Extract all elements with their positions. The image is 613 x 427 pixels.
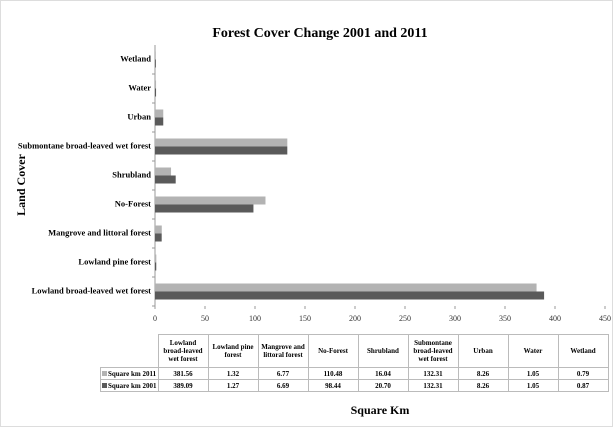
bar bbox=[155, 196, 266, 205]
legend-label: Square km 2001 bbox=[108, 381, 157, 390]
x-tick-label: 100 bbox=[249, 314, 261, 323]
x-tick-label: 300 bbox=[449, 314, 461, 323]
bar bbox=[155, 254, 157, 263]
x-tick-label: 400 bbox=[549, 314, 561, 323]
bar bbox=[155, 233, 162, 242]
bar bbox=[155, 262, 157, 271]
x-tick-label: 200 bbox=[349, 314, 361, 323]
bar bbox=[155, 109, 164, 118]
bar bbox=[155, 117, 164, 126]
bar bbox=[155, 51, 156, 60]
table-key: Square km 2001 bbox=[100, 379, 159, 392]
table-header-cell: Water bbox=[507, 334, 559, 368]
table-header-cell: Submontane broad-leaved wet forest bbox=[407, 334, 459, 368]
x-tick-label: 250 bbox=[399, 314, 411, 323]
legend-label: Square km 2011 bbox=[108, 369, 157, 378]
table-key: Square km 2011 bbox=[100, 367, 159, 380]
legend-swatch bbox=[102, 370, 107, 376]
y-tick-label: Water bbox=[128, 82, 151, 92]
bar bbox=[155, 283, 537, 292]
table-cell: 8.26 bbox=[457, 367, 509, 380]
table-cell: 0.79 bbox=[557, 367, 609, 380]
table-cell: 1.27 bbox=[207, 379, 259, 392]
table-cell: 6.69 bbox=[257, 379, 309, 392]
bar bbox=[155, 88, 157, 97]
table-cell: 8.26 bbox=[457, 379, 509, 392]
x-tick-label: 450 bbox=[599, 314, 611, 323]
bar bbox=[155, 80, 157, 89]
x-tick-label: 150 bbox=[299, 314, 311, 323]
table-cell: 110.48 bbox=[307, 367, 359, 380]
chart-title: Forest Cover Change 2001 and 2011 bbox=[212, 26, 427, 41]
y-tick-label: Lowland pine forest bbox=[78, 256, 151, 266]
legend-swatch bbox=[102, 382, 107, 388]
bar bbox=[155, 175, 176, 184]
y-tick-label: No-Forest bbox=[115, 198, 151, 208]
table-header-cell: Urban bbox=[457, 334, 509, 368]
table-corner bbox=[101, 335, 159, 368]
table-cell: 98.44 bbox=[307, 379, 359, 392]
table-cell: 1.05 bbox=[507, 379, 559, 392]
x-tick-label: 350 bbox=[499, 314, 511, 323]
table-cell: 1.05 bbox=[507, 367, 559, 380]
y-tick-label: Urban bbox=[127, 111, 151, 121]
table-cell: 389.09 bbox=[157, 379, 209, 392]
data-table: Lowland broad-leaved wet forest Lowland p… bbox=[100, 334, 609, 392]
table-cell: 6.77 bbox=[257, 367, 309, 380]
bar bbox=[155, 225, 162, 234]
y-axis-label: Land Cover bbox=[14, 153, 28, 215]
bar bbox=[155, 204, 254, 213]
y-tick-label: Mangrove and littoral forest bbox=[48, 227, 151, 237]
x-tick-label: 0 bbox=[153, 314, 157, 323]
x-axis-label: Square Km bbox=[351, 403, 410, 417]
y-tick-label: Shrubland bbox=[112, 169, 151, 179]
bar bbox=[155, 146, 288, 155]
table-cell: 132.31 bbox=[407, 379, 459, 392]
y-tick-label: Lowland broad-leaved wet forest bbox=[32, 285, 152, 295]
bar bbox=[155, 291, 545, 300]
x-tick-label: 50 bbox=[201, 314, 209, 323]
table-header-cell: Mangrove and littoral forest bbox=[257, 334, 309, 368]
table-cell: 20.70 bbox=[357, 379, 409, 392]
table-header-cell: Lowland pine forest bbox=[207, 334, 259, 368]
table-header-cell: Wetland bbox=[557, 334, 609, 368]
table-cell: 1.32 bbox=[207, 367, 259, 380]
table-header-row: Lowland broad-leaved wet forest Lowland p… bbox=[101, 334, 609, 368]
bar bbox=[155, 138, 288, 147]
bar bbox=[155, 59, 156, 68]
table-row: Square km 2001 389.09 1.27 6.69 98.44 20.70 13… bbox=[100, 379, 609, 392]
table-header-cell: Shrubland bbox=[357, 334, 409, 368]
y-tick-label: Wetland bbox=[120, 53, 151, 63]
table-row: Square km 2011 381.56 1.32 6.77 110.48 16.04 1… bbox=[100, 367, 609, 380]
table-header-cell: No-Forest bbox=[307, 334, 359, 368]
table-cell: 16.04 bbox=[357, 367, 409, 380]
y-tick-label: Submontane broad-leaved wet forest bbox=[18, 140, 151, 150]
table-cell: 132.31 bbox=[407, 367, 459, 380]
table-cell: 381.56 bbox=[157, 367, 209, 380]
table-header-cell: Lowland broad-leaved wet forest bbox=[157, 334, 209, 368]
bar bbox=[155, 167, 172, 176]
table-cell: 0.87 bbox=[557, 379, 609, 392]
